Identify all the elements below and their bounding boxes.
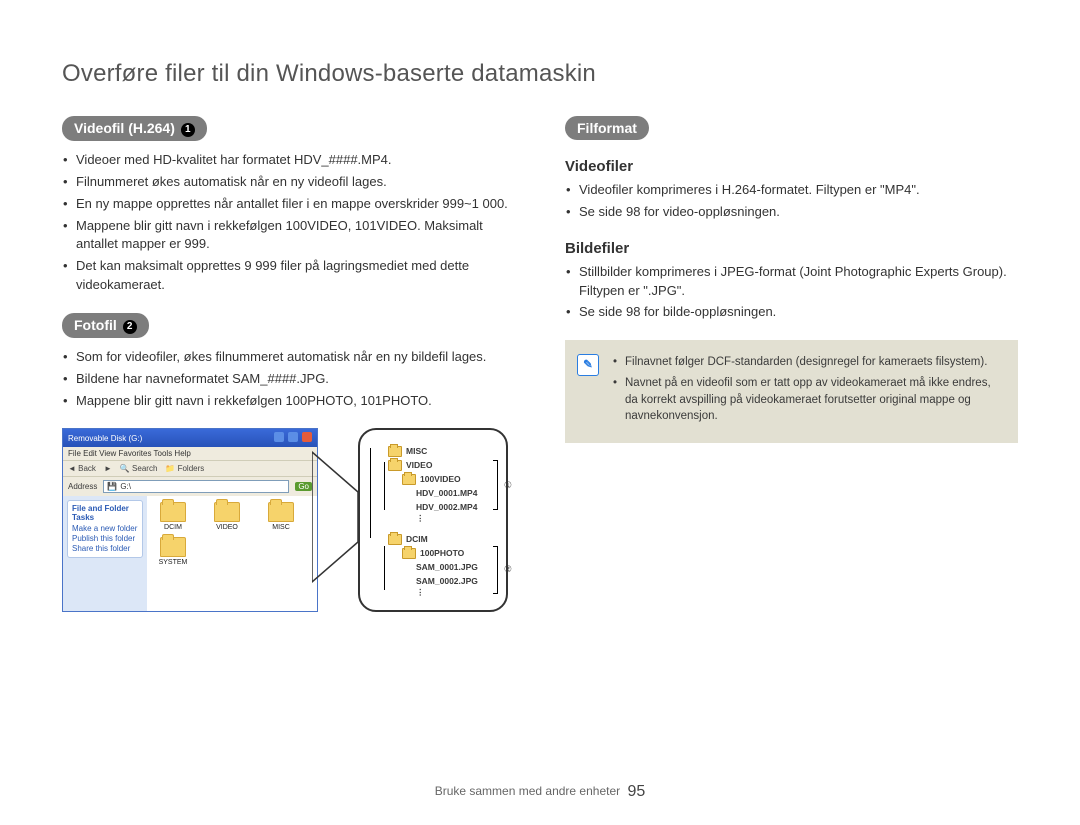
pill-videofil: Videofil (H.264) 1 [62, 116, 207, 141]
tree-node: 100VIDEO [420, 474, 461, 484]
bracket-2 [492, 546, 498, 594]
pill-videofil-label: Videofil (H.264) [74, 120, 175, 136]
pill-badge-2: 2 [123, 320, 137, 334]
folder-icon [388, 534, 402, 545]
folders-button: 📁 Folders [165, 464, 204, 473]
folder-tree: MISC VIDEO 100VIDEO HDV_0001.MP4 HDV_000… [358, 428, 508, 612]
explorer-menubar: File Edit View Favorites Tools Help [63, 447, 317, 460]
explorer-title-text: Removable Disk (G:) [68, 434, 142, 443]
tree-file: SAM_0002.JPG [416, 576, 478, 586]
folder-item: SYSTEM [153, 537, 193, 566]
folder-icon [160, 537, 186, 557]
footer-text: Bruke sammen med andre enheter [435, 784, 620, 798]
note-item: Navnet på en videofil som er tatt opp av… [613, 375, 1002, 425]
bullet: Mappene blir gitt navn i rekkefølgen 100… [76, 217, 515, 255]
side-panel-title: File and Folder Tasks [72, 504, 138, 522]
videofiler-bullets: Videofiler komprimeres i H.264-formatet.… [565, 181, 1018, 222]
page-footer: Bruke sammen med andre enheter 95 [0, 783, 1080, 801]
side-item: Publish this folder [72, 534, 138, 543]
explorer-titlebar: Removable Disk (G:) [63, 429, 317, 447]
back-button: ◄ Back [68, 464, 96, 473]
folder-item: VIDEO [207, 502, 247, 531]
bullet: Videoer med HD-kvalitet har formatet HDV… [76, 151, 515, 170]
explorer-sidepanel: File and Folder Tasks Make a new folder … [63, 496, 147, 611]
right-column: Filformat Videofiler Videofiler komprime… [565, 116, 1018, 612]
bullet: Se side 98 for bilde-oppløsningen. [579, 303, 1018, 322]
folder-icon [214, 502, 240, 522]
bullet: Filnummeret økes automatisk når en ny vi… [76, 173, 515, 192]
window-buttons [272, 432, 312, 444]
bullet: Stillbilder komprimeres i JPEG-format (J… [579, 263, 1018, 301]
go-button: Go [295, 482, 312, 491]
folder-icon [268, 502, 294, 522]
side-item: Share this folder [72, 544, 138, 553]
tree-node: VIDEO [406, 460, 432, 470]
folder-icon [402, 474, 416, 485]
figure-row: Removable Disk (G:) File Edit View Favor… [62, 428, 515, 612]
pill-badge-1: 1 [181, 123, 195, 137]
maximize-icon [288, 432, 298, 442]
bullet: Det kan maksimalt opprettes 9 999 filer … [76, 257, 515, 295]
subhead-bildefiler: Bildefiler [565, 240, 1018, 257]
subhead-videofiler: Videofiler [565, 158, 1018, 175]
explorer-toolbar: ◄ Back ► 🔍 Search 📁 Folders [63, 460, 317, 476]
folder-icon [160, 502, 186, 522]
page-number: 95 [627, 783, 645, 800]
tree-node: MISC [406, 446, 427, 456]
bullet: En ny mappe opprettes når antallet filer… [76, 195, 515, 214]
bullet: Mappene blir gitt navn i rekkefølgen 100… [76, 392, 515, 411]
fotofil-bullets: Som for videofiler, økes filnummeret aut… [62, 348, 515, 411]
note-item: Filnavnet følger DCF-standarden (designr… [613, 354, 1002, 371]
address-value: G:\ [120, 482, 131, 491]
bullet: Se side 98 for video-oppløsningen. [579, 203, 1018, 222]
pill-filformat: Filformat [565, 116, 649, 140]
address-field: 💾 G:\ [103, 480, 289, 493]
note-box: ✎ Filnavnet følger DCF-standarden (desig… [565, 340, 1018, 443]
two-column-layout: Videofil (H.264) 1 Videoer med HD-kvalit… [62, 116, 1018, 612]
callout-wedge [318, 428, 358, 612]
address-label: Address [68, 482, 97, 491]
folder-item: MISC [261, 502, 301, 531]
callout-number-1: ① [504, 480, 512, 491]
minimize-icon [274, 432, 284, 442]
tree-dots: ⋮ [416, 588, 484, 596]
bildefiler-bullets: Stillbilder komprimeres i JPEG-format (J… [565, 263, 1018, 323]
folder-icon [388, 446, 402, 457]
tree-dots: ⋮ [416, 514, 484, 522]
tree-line [384, 546, 385, 590]
search-button: 🔍 Search [120, 464, 158, 473]
fwd-button: ► [104, 464, 112, 473]
bullet: Videofiler komprimeres i H.264-formatet.… [579, 181, 1018, 200]
callout-number-2: ② [504, 564, 512, 575]
page-title: Overføre filer til din Windows-baserte d… [62, 60, 1018, 88]
tree-node: DCIM [406, 534, 428, 544]
explorer-addressbar: Address 💾 G:\ Go [63, 476, 317, 496]
bracket-1 [492, 460, 498, 510]
close-icon [302, 432, 312, 442]
bullet: Bildene har navneformatet SAM_####.JPG. [76, 370, 515, 389]
folder-icon [388, 460, 402, 471]
left-column: Videofil (H.264) 1 Videoer med HD-kvalit… [62, 116, 515, 612]
tree-file: SAM_0001.JPG [416, 562, 478, 572]
folder-icon [402, 548, 416, 559]
tree-node: 100PHOTO [420, 548, 464, 558]
side-item: Make a new folder [72, 524, 138, 533]
tree-line [370, 448, 371, 538]
pill-fotofil-label: Fotofil [74, 317, 117, 333]
videofil-bullets: Videoer med HD-kvalitet har formatet HDV… [62, 151, 515, 295]
drive-icon: 💾 [107, 482, 117, 491]
explorer-main: DCIM VIDEO MISC SYSTEM [147, 496, 317, 611]
tree-file: HDV_0001.MP4 [416, 488, 477, 498]
tree-file: HDV_0002.MP4 [416, 502, 477, 512]
pill-fotofil: Fotofil 2 [62, 313, 149, 338]
folder-item: DCIM [153, 502, 193, 531]
explorer-window: Removable Disk (G:) File Edit View Favor… [62, 428, 318, 612]
bullet: Som for videofiler, økes filnummeret aut… [76, 348, 515, 367]
tree-line [384, 462, 385, 510]
note-icon: ✎ [577, 354, 599, 376]
